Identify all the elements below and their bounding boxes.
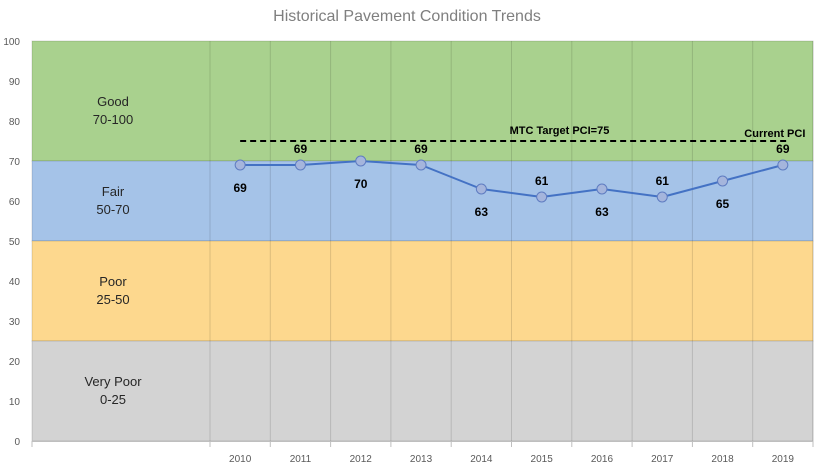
band-range-very-poor: 0-25 bbox=[100, 392, 126, 407]
data-point bbox=[294, 159, 306, 171]
y-tick-label: 10 bbox=[9, 397, 21, 408]
x-tick-label: 2015 bbox=[531, 454, 554, 465]
band-poor bbox=[31, 240, 814, 342]
current-pci-label: Current PCI bbox=[744, 128, 805, 140]
x-tick-label: 2010 bbox=[229, 454, 252, 465]
y-tick-label: 80 bbox=[9, 117, 21, 128]
data-point bbox=[656, 191, 668, 203]
y-tick-label: 20 bbox=[9, 357, 21, 368]
data-point bbox=[355, 155, 367, 167]
band-range-fair: 50-70 bbox=[96, 202, 129, 217]
condition-bands: Good 70-100 Fair 50-70 Poor 25-50 Very Poor 0-2… bbox=[31, 40, 814, 442]
y-axis: 0 10 20 30 40 50 60 70 80 90 100 bbox=[3, 37, 20, 448]
x-tick-label: 2014 bbox=[470, 454, 493, 465]
x-tick-label: 2012 bbox=[350, 454, 373, 465]
y-tick-label: 50 bbox=[9, 237, 21, 248]
data-label: 69 bbox=[294, 142, 308, 156]
data-point bbox=[596, 183, 608, 195]
band-label-fair: Fair bbox=[102, 184, 125, 199]
series-line bbox=[240, 160, 784, 198]
x-tick-label: 2011 bbox=[290, 454, 312, 465]
gridlines bbox=[31, 41, 814, 447]
data-point bbox=[234, 159, 246, 171]
band-label-very-poor: Very Poor bbox=[84, 374, 142, 389]
x-tick-label: 2018 bbox=[711, 454, 734, 465]
data-point bbox=[717, 175, 729, 187]
target-reference: MTC Target PCI=75 bbox=[240, 125, 789, 142]
x-tick-label: 2019 bbox=[772, 454, 795, 465]
x-tick-label: 2016 bbox=[591, 454, 614, 465]
band-fair bbox=[31, 160, 814, 242]
y-tick-label: 40 bbox=[9, 277, 21, 288]
series-line-group: 69 69 70 69 63 61 63 61 65 69 bbox=[233, 142, 789, 219]
y-tick-label: 60 bbox=[9, 197, 21, 208]
data-point bbox=[475, 183, 487, 195]
data-label: 69 bbox=[776, 142, 790, 156]
data-label: 63 bbox=[595, 205, 609, 219]
y-tick-label: 0 bbox=[14, 437, 20, 448]
data-label: 69 bbox=[414, 142, 428, 156]
data-label: 70 bbox=[354, 177, 368, 191]
y-tick-label: 70 bbox=[9, 157, 21, 168]
chart-title: Historical Pavement Condition Trends bbox=[273, 8, 541, 25]
x-tick-label: 2017 bbox=[651, 454, 674, 465]
band-label-good: Good bbox=[97, 94, 129, 109]
data-label: 63 bbox=[475, 205, 489, 219]
x-axis: 2010 2011 2012 2013 2014 2015 2016 2017 2018 2019 bbox=[229, 454, 794, 465]
data-point bbox=[536, 191, 548, 203]
x-tick-label: 2013 bbox=[410, 454, 433, 465]
band-very-poor bbox=[31, 340, 814, 442]
data-label: 65 bbox=[716, 197, 730, 211]
band-range-poor: 25-50 bbox=[96, 292, 129, 307]
data-point bbox=[777, 159, 789, 171]
band-range-good: 70-100 bbox=[93, 112, 133, 127]
data-label: 61 bbox=[656, 174, 670, 188]
band-label-poor: Poor bbox=[99, 274, 127, 289]
y-tick-label: 100 bbox=[3, 37, 20, 48]
y-tick-label: 30 bbox=[9, 317, 21, 328]
target-label: MTC Target PCI=75 bbox=[510, 125, 610, 137]
y-tick-label: 90 bbox=[9, 77, 21, 88]
data-label: 61 bbox=[535, 174, 549, 188]
data-point bbox=[415, 159, 427, 171]
data-label: 69 bbox=[233, 181, 247, 195]
